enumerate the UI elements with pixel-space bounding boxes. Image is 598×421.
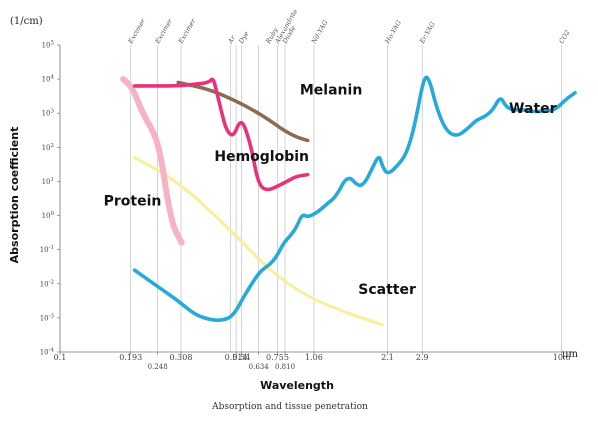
series-label-scatter: Scatter: [358, 282, 416, 298]
laser-label-11: CO2: [557, 28, 571, 45]
series-lines: [120, 75, 577, 327]
laser-label-0: Excimer: [126, 17, 147, 46]
laser-label-10: Er:YAG: [418, 20, 437, 45]
laser-labels: Excimer Excimer Excimer Ar Dye RubyAlexandrit…: [126, 8, 572, 46]
x-tick-label-4: 0.514: [225, 353, 248, 362]
x-tick-label-11: 2.9: [416, 353, 429, 362]
series-label-water: Water: [509, 101, 557, 117]
y-tick-label-5: 100: [42, 211, 55, 220]
x-tick-label-9: 1.06: [305, 353, 323, 362]
laser-label-1: Excimer: [153, 17, 174, 46]
y-tick-label-3: 102: [42, 143, 54, 152]
y-tick-label-7: 10-2: [40, 279, 54, 288]
series-label-hemoglobin: Hemoglobin: [214, 149, 309, 165]
y-ticks: 105 104 103 102 101 100 10-1 10-2 10-3 10-4: [40, 41, 60, 357]
x-tick-label-0: 0.1: [54, 353, 67, 362]
laser-label-9: Ho:YAG: [383, 19, 403, 46]
x-tick-label-8: 0.810: [275, 363, 295, 371]
x-unit: μm: [562, 349, 578, 360]
x-tick-label-1: 0.193: [119, 353, 142, 362]
y-tick-label-8: 10-3: [40, 313, 55, 322]
laser-label-8: Nd:YAG: [309, 19, 329, 46]
series-line-melanin: [176, 80, 310, 143]
y-tick-label-6: 10-1: [40, 245, 54, 254]
series-labels: Water Melanin Hemoglobin Protein Scatter: [104, 82, 557, 298]
x-tick-label-3: 0.308: [170, 353, 193, 362]
y-unit: (1/cm): [10, 16, 43, 27]
y-axis-title: Absorption coefficient: [8, 127, 21, 264]
x-tick-label-5: 0.54: [233, 353, 251, 362]
x-tick-label-7: 0.755: [266, 353, 289, 362]
series-line-scatter: [133, 156, 384, 327]
x-axis-title: Wavelength: [260, 379, 334, 392]
series-label-melanin: Melanin: [300, 82, 362, 98]
x-tick-label-12: 10.6: [553, 353, 571, 362]
y-tick-label-4: 101: [42, 177, 54, 186]
series-line-water: [132, 75, 577, 322]
chart-caption: Absorption and tissue penetration: [211, 402, 368, 412]
y-tick-label-1: 104: [42, 75, 55, 84]
x-tick-label-2: 0.248: [148, 363, 168, 371]
y-tick-label-9: 10-4: [40, 348, 55, 357]
axes: [59, 45, 575, 353]
laser-label-4: Dye: [237, 30, 251, 46]
series-label-protein: Protein: [104, 193, 162, 209]
y-tick-label-2: 103: [42, 109, 55, 118]
series-line-hemoglobin: [132, 77, 310, 192]
grid-lines: [130, 45, 562, 352]
x-tick-label-6: 0.634: [249, 363, 270, 371]
series-line-protein: [120, 76, 185, 246]
laser-label-2: Excimer: [176, 17, 197, 46]
y-tick-label-0: 105: [42, 41, 55, 50]
laser-label-3: Ar: [226, 33, 238, 45]
x-tick-label-10: 2.1: [381, 353, 394, 362]
